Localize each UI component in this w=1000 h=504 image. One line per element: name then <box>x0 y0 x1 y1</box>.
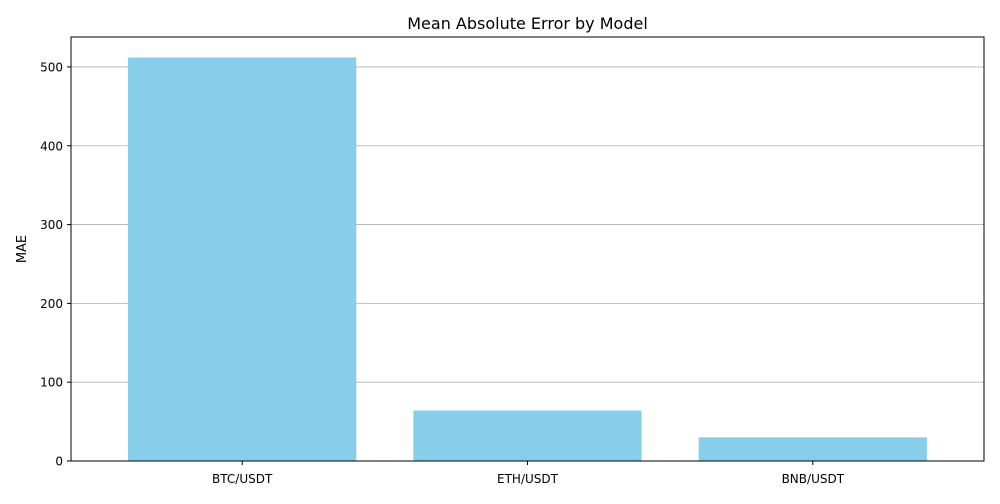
y-tick-label-200: 200 <box>40 297 63 311</box>
bars <box>128 57 927 461</box>
y-tick-label-0: 0 <box>55 455 63 469</box>
y-axis-ticks: 0 100 200 300 400 500 <box>40 60 71 469</box>
y-tick-label-300: 300 <box>40 218 63 232</box>
x-tick-label-1: ETH/USDT <box>497 472 559 486</box>
y-axis-label: MAE <box>15 235 30 263</box>
x-tick-label-2: BNB/USDT <box>782 472 845 486</box>
x-tick-label-0: BTC/USDT <box>212 472 273 486</box>
chart-title: Mean Absolute Error by Model <box>407 14 648 33</box>
y-tick-label-400: 400 <box>40 139 63 153</box>
y-tick-label-500: 500 <box>40 60 63 74</box>
x-axis-ticks: BTC/USDT ETH/USDT BNB/USDT <box>212 461 845 486</box>
bar-eth-usdt <box>413 410 642 461</box>
bar-btc-usdt <box>128 57 357 461</box>
bar-bnb-usdt <box>698 437 927 461</box>
y-tick-label-100: 100 <box>40 376 63 390</box>
